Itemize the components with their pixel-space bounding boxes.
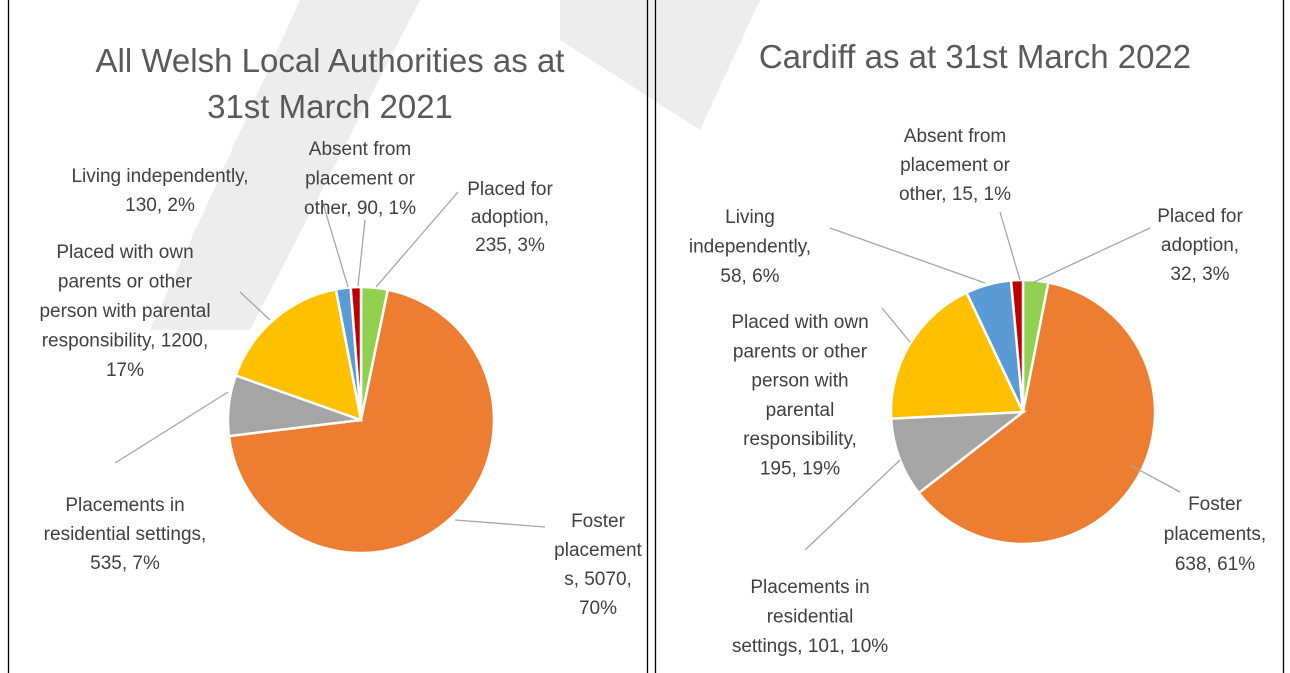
data-label-line: placements,: [1164, 524, 1266, 545]
data-label-line: 638, 61%: [1175, 554, 1255, 575]
data-label-line: 17%: [106, 360, 144, 381]
data-label-line: 58, 6%: [720, 266, 779, 287]
data-label-line: Placements in: [750, 577, 869, 598]
data-label-line: residential settings,: [44, 524, 207, 545]
pie-slice: [349, 285, 363, 421]
watermark: [150, 0, 420, 330]
data-label-line: independently,: [689, 237, 811, 258]
data-label-line: Placed with own: [56, 242, 193, 263]
data-label: Placements in residential settings, 535, 7…: [44, 495, 207, 574]
data-label: Absent from placement or other, 15, 1%: [899, 126, 1011, 205]
data-label-line: responsibility,: [743, 429, 857, 450]
data-label-line: settings, 101, 10%: [732, 636, 888, 657]
data-label-line: other, 90, 1%: [304, 198, 416, 219]
leader-line: [999, 211, 1021, 281]
leader-line: [1129, 464, 1181, 493]
chart-title: All Welsh Local Authorities as at 31st M…: [95, 42, 565, 125]
leader-line: [114, 391, 229, 464]
data-label: Foster placements, 638, 61%: [1164, 494, 1266, 575]
pie-slice: [1009, 278, 1025, 413]
data-label-line: placement or: [305, 169, 416, 190]
data-label-line: Placed for: [1157, 206, 1243, 227]
leader-line: [1031, 227, 1151, 284]
panel-border: [654, 0, 1285, 673]
data-label-line: adoption,: [471, 207, 549, 228]
data-label-line: person with: [751, 371, 848, 392]
data-label: Placed with own parents or other person wi…: [39, 242, 210, 381]
data-label-line: parents or other: [733, 341, 868, 362]
data-label-line: Absent from: [309, 139, 411, 160]
data-label-line: Placements in: [65, 495, 184, 516]
data-label-line: Absent from: [904, 126, 1006, 147]
data-label-line: Foster: [1188, 494, 1243, 515]
data-label: Placed for adoption, 235, 3%: [467, 179, 553, 256]
data-label-line: 70%: [579, 598, 617, 619]
data-label-line: other, 15, 1%: [899, 184, 1011, 205]
data-label-line: Living independently,: [71, 166, 248, 187]
panel-border: [7, 0, 649, 673]
data-label-line: Foster: [571, 511, 626, 532]
data-label: Placed for adoption, 32, 3%: [1157, 206, 1243, 285]
data-label-line: residential: [767, 607, 854, 628]
leader-line: [357, 219, 366, 287]
data-label: Foster placement s, 5070, 70%: [554, 511, 642, 619]
data-label-line: 535, 7%: [90, 553, 160, 574]
pie-slice: [917, 280, 1157, 546]
leader-line: [829, 227, 986, 284]
watermark: [560, 0, 760, 130]
pie-slice: [889, 410, 1027, 495]
data-label-line: adoption,: [1161, 235, 1239, 256]
data-label-line: person with parental: [39, 301, 210, 322]
data-label: Living independently, 58, 6%: [689, 207, 811, 287]
chart-title: Cardiff as at 31st March 2022: [758, 38, 1192, 75]
data-label-line: placement: [554, 540, 642, 561]
data-label-line: 235, 3%: [475, 235, 545, 256]
data-label-line: parental: [766, 400, 835, 421]
leader-line: [804, 459, 901, 551]
data-label-line: parents or other: [58, 272, 193, 293]
data-label-line: placement or: [900, 155, 1011, 176]
data-label-line: Placed for: [467, 179, 553, 200]
leader-line: [321, 199, 349, 288]
pie-slice: [234, 287, 363, 422]
leader-line: [454, 519, 546, 528]
data-label: Living independently, 130, 2%: [71, 166, 248, 216]
data-label-line: s, 5070,: [564, 569, 632, 590]
leader-line: [375, 191, 459, 288]
data-label: Placements in residential settings, 101, 1…: [732, 577, 888, 657]
data-label-line: 32, 3%: [1170, 264, 1229, 285]
data-label-line: Placed with own: [731, 312, 868, 333]
pie-slice: [889, 290, 1025, 420]
data-label-line: 130, 2%: [125, 195, 195, 216]
leader-line: [881, 307, 911, 343]
data-label-line: responsibility, 1200,: [42, 331, 209, 352]
data-label-line: 195, 19%: [760, 459, 840, 480]
data-label: Absent from placement or other, 90, 1%: [304, 139, 416, 219]
data-label-line: Living: [725, 207, 775, 228]
leader-line: [239, 291, 271, 321]
data-label: Placed with own parents or other person wi…: [731, 312, 868, 480]
